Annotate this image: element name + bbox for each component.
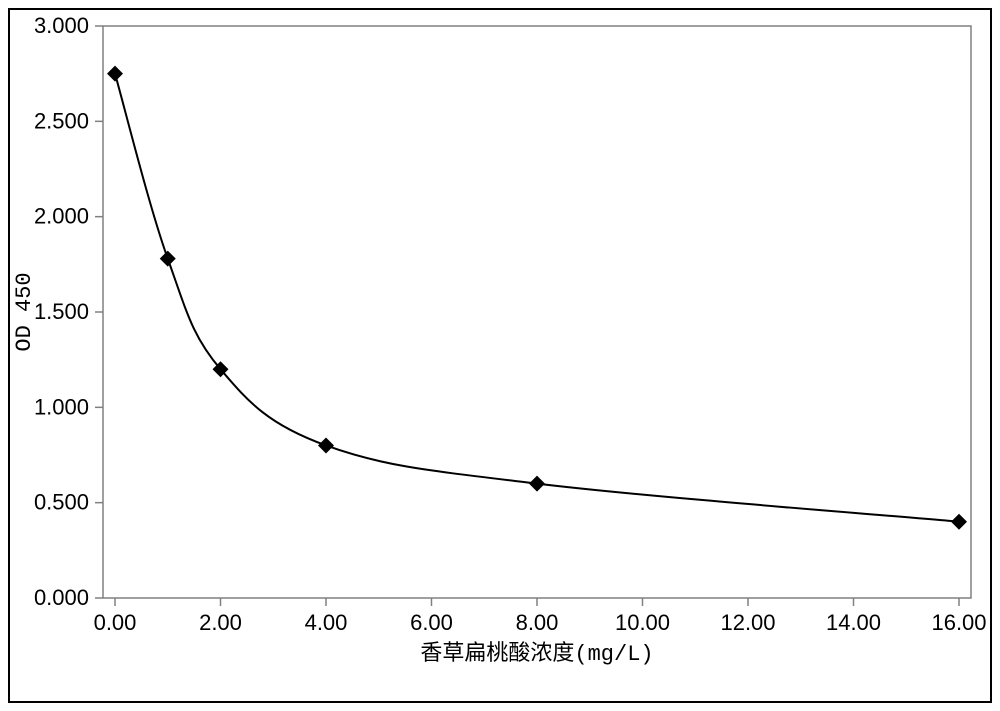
data-marker: [529, 476, 545, 492]
y-tick-label: 1.000: [34, 394, 89, 419]
y-tick-label: 2.500: [34, 108, 89, 133]
x-tick-label: 6.00: [410, 610, 453, 635]
data-line: [115, 74, 959, 522]
x-tick-label: 14.00: [826, 610, 881, 635]
x-tick-label: 0.00: [94, 610, 137, 635]
x-tick-label: 2.00: [199, 610, 242, 635]
x-tick-label: 10.00: [615, 610, 670, 635]
y-tick-label: 0.000: [34, 585, 89, 610]
y-tick-label: 3.000: [34, 13, 89, 38]
y-axis-tick-labels: 0.000 0.500 1.000 1.500 2.000 2.500 3.000: [34, 13, 89, 610]
y-tick-label: 2.000: [34, 204, 89, 229]
y-axis-ticks: [95, 26, 103, 598]
chart-container: 0.00 2.00 4.00 6.00 8.00 10.00 12.00 14.00 16.00…: [0, 0, 1000, 711]
x-tick-label: 16.00: [931, 610, 986, 635]
data-marker: [107, 66, 123, 82]
y-axis-label: OD 450: [12, 272, 37, 351]
x-tick-label: 12.00: [720, 610, 775, 635]
data-marker: [318, 437, 334, 453]
x-axis-ticks: [115, 598, 959, 606]
data-marker: [951, 514, 967, 530]
data-markers: [107, 66, 967, 530]
x-axis-tick-labels: 0.00 2.00 4.00 6.00 8.00 10.00 12.00 14.00 16.00: [94, 610, 987, 635]
x-tick-label: 4.00: [305, 610, 348, 635]
y-tick-label: 1.500: [34, 299, 89, 324]
line-chart: 0.00 2.00 4.00 6.00 8.00 10.00 12.00 14.00 16.00…: [0, 0, 1000, 711]
x-axis-label: 香草扁桃酸浓度(mg/L): [420, 640, 653, 667]
y-tick-label: 0.500: [34, 490, 89, 515]
x-tick-label: 8.00: [516, 610, 559, 635]
data-marker: [160, 251, 176, 267]
